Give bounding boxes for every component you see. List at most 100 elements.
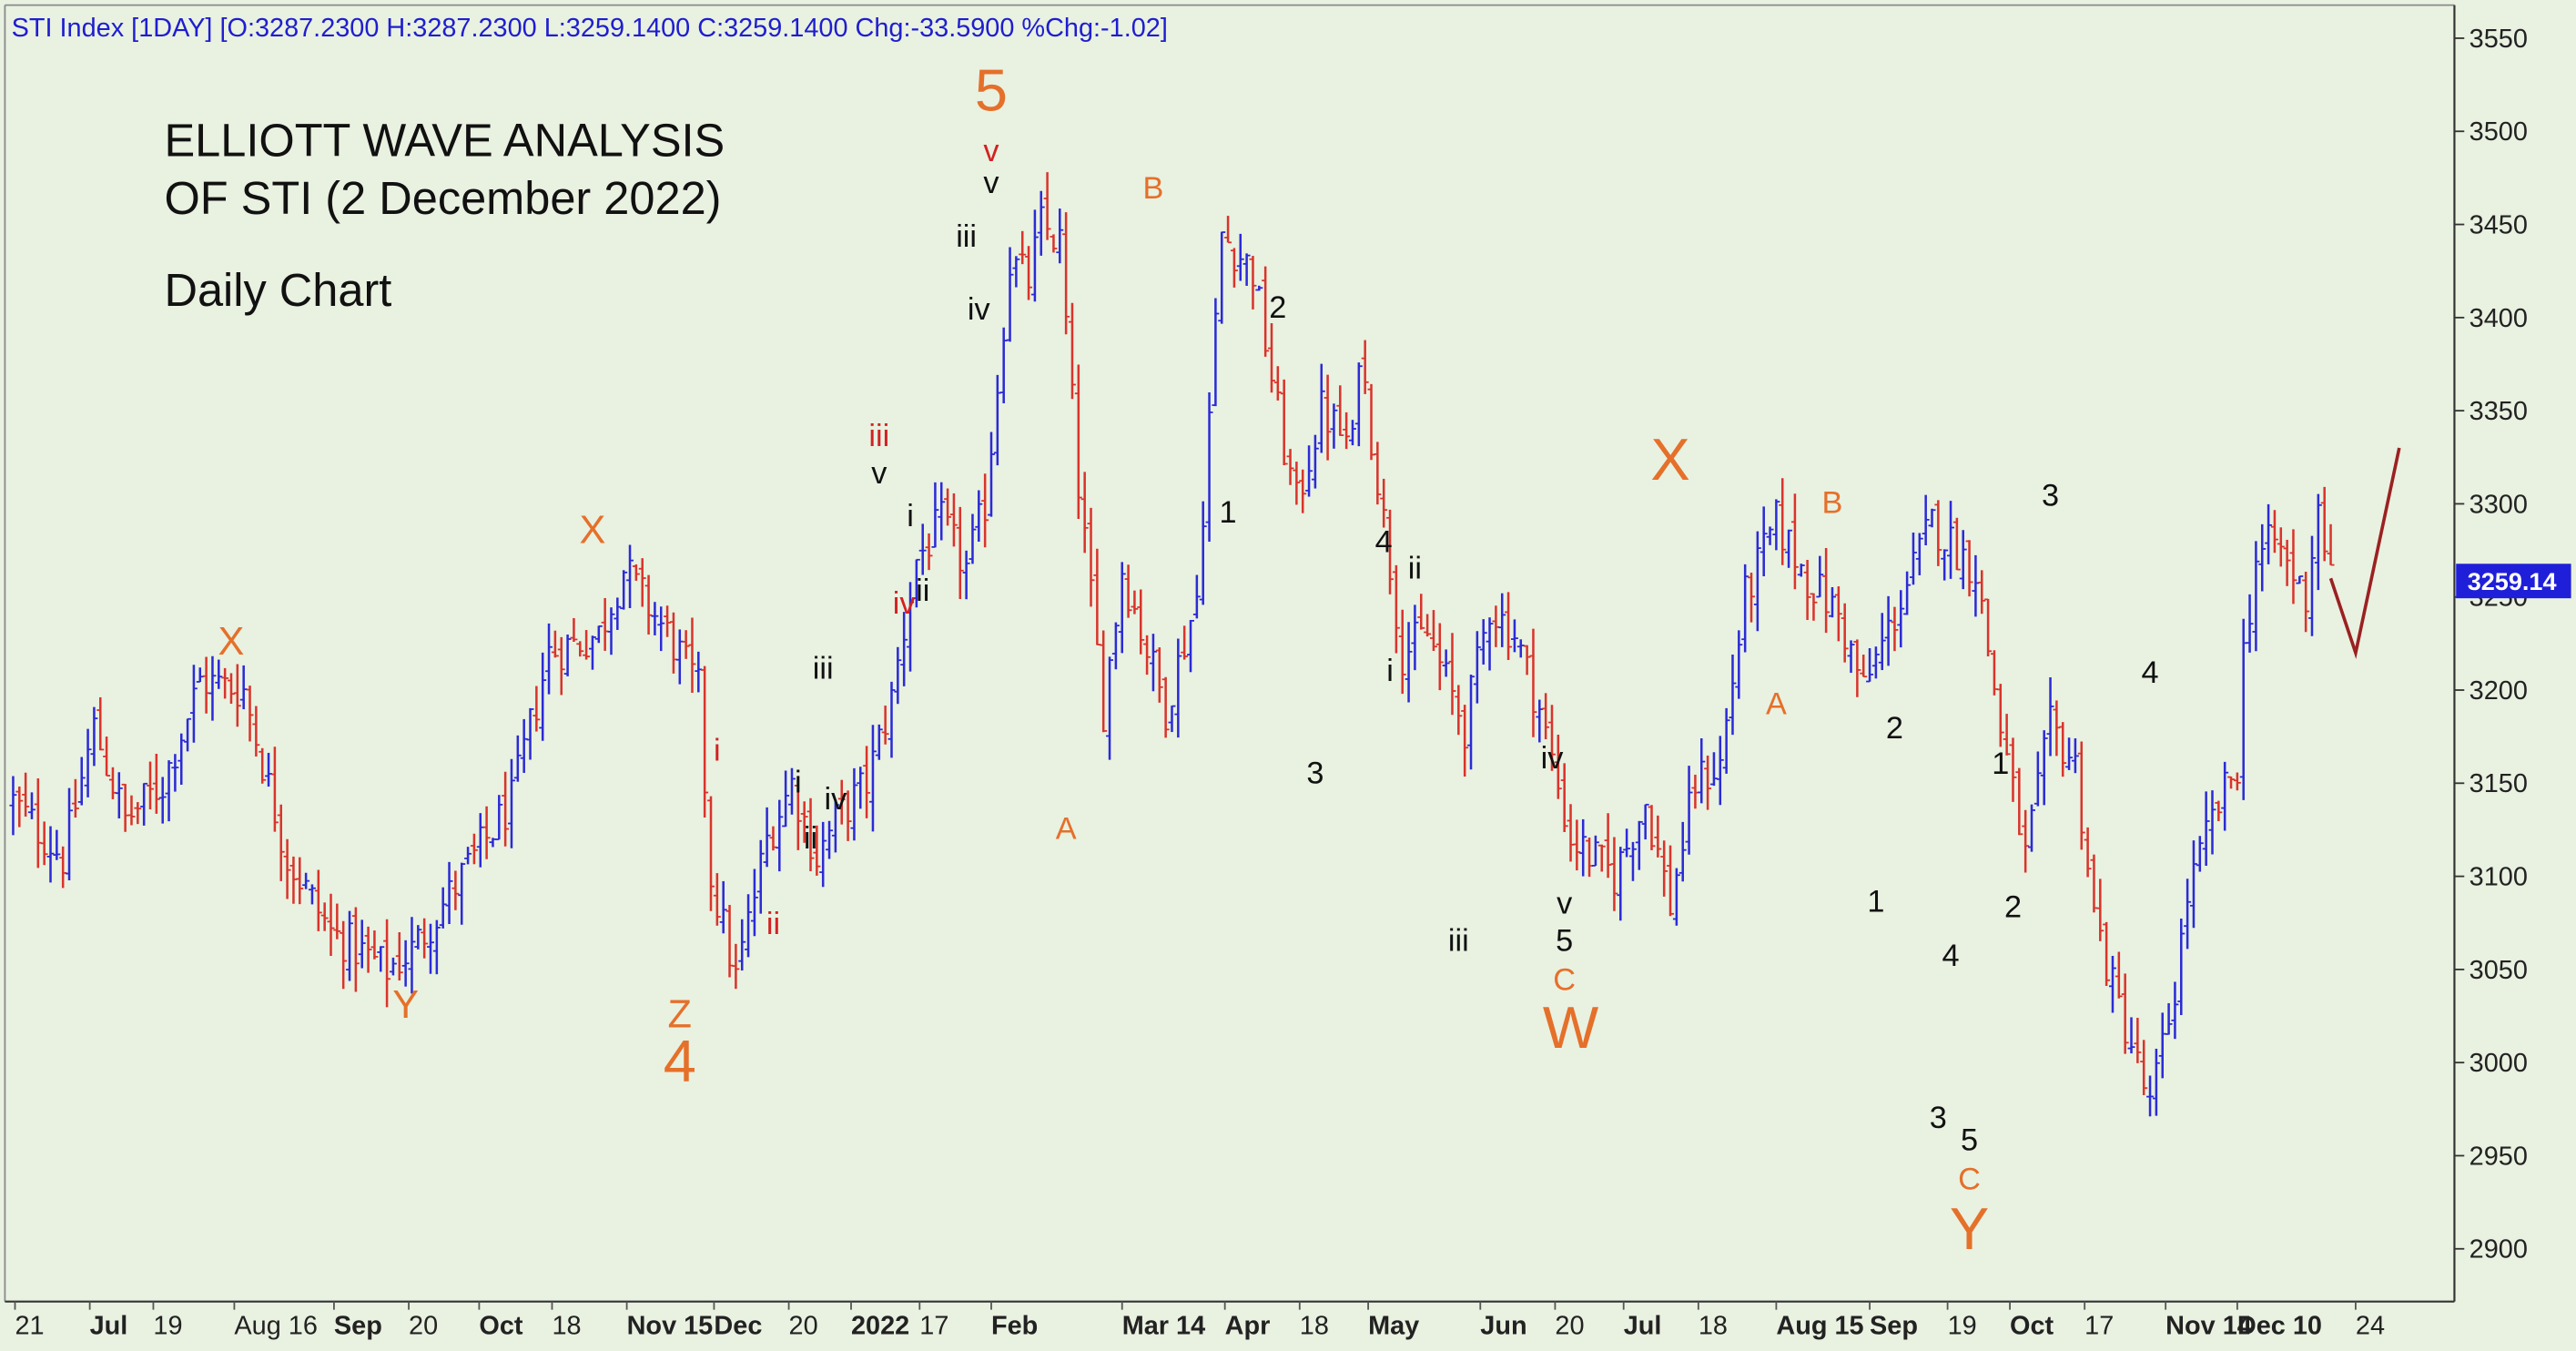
wave-label: i bbox=[1386, 654, 1394, 688]
x-tick-label: 20 bbox=[1555, 1312, 1584, 1341]
wave-label: v bbox=[1557, 887, 1573, 921]
x-tick-label: Jun bbox=[1480, 1312, 1526, 1341]
wave-label: 4 bbox=[664, 1028, 696, 1094]
price-tag-box bbox=[2456, 564, 2571, 599]
wave-label: iii bbox=[868, 419, 889, 453]
y-tick-label: 3550 bbox=[2470, 25, 2528, 54]
x-tick-label: Apr bbox=[1225, 1312, 1271, 1341]
wave-label: X bbox=[218, 620, 245, 664]
wave-label: C bbox=[1958, 1162, 1981, 1196]
y-tick-label: 3300 bbox=[2470, 490, 2528, 519]
wave-label: Z bbox=[668, 992, 692, 1036]
wave-label: i bbox=[714, 734, 721, 768]
x-tick-label: Jul bbox=[90, 1312, 128, 1341]
wave-label: X bbox=[580, 508, 606, 552]
x-tick-label: 17 bbox=[919, 1312, 948, 1341]
y-tick-label: 3050 bbox=[2470, 956, 2528, 985]
wave-label: iv bbox=[1541, 741, 1565, 776]
wave-label: 1 bbox=[1992, 747, 2009, 781]
header-symbol: STI Index bbox=[12, 14, 125, 43]
wave-label: 2 bbox=[2004, 890, 2022, 925]
projection-path bbox=[2328, 447, 2401, 659]
y-tick-label: 3000 bbox=[2470, 1049, 2528, 1078]
wave-label: C bbox=[1553, 962, 1576, 997]
price-tag: 3259.14 bbox=[2456, 564, 2571, 599]
wave-label: W bbox=[1543, 994, 1599, 1061]
wave-label: iii bbox=[1448, 923, 1469, 958]
wave-label: ii bbox=[1408, 551, 1422, 585]
y-tick-label: 2900 bbox=[2470, 1235, 2528, 1265]
wave-label: ii bbox=[804, 821, 817, 856]
header-period: [1DAY] bbox=[131, 14, 212, 43]
x-tick-label: Nov 15 bbox=[627, 1312, 714, 1341]
wave-label: v bbox=[871, 456, 887, 491]
wave-label: X bbox=[1650, 426, 1689, 493]
wave-label: 1 bbox=[1867, 884, 1884, 919]
x-tick-label: 18 bbox=[552, 1312, 581, 1341]
x-tick-label: 17 bbox=[2084, 1312, 2114, 1341]
x-tick-label: 2022 bbox=[851, 1312, 909, 1341]
x-tick-label: 18 bbox=[1699, 1312, 1728, 1341]
x-tick-label: Sep bbox=[1870, 1312, 1918, 1341]
x-tick-label: Sep bbox=[334, 1312, 382, 1341]
plot-frame bbox=[4, 4, 2456, 1303]
wave-label: iii bbox=[956, 219, 977, 254]
wave-label: iv bbox=[893, 586, 917, 621]
wave-label: B bbox=[1143, 171, 1164, 206]
title-line-3: Daily Chart bbox=[164, 264, 391, 316]
wave-label: i bbox=[907, 499, 914, 533]
y-tick-label: 3450 bbox=[2470, 210, 2528, 239]
wave-label: iv bbox=[825, 782, 848, 817]
wave-label: A bbox=[1056, 812, 1077, 847]
wave-label: A bbox=[1766, 687, 1787, 722]
y-tick-label: 3400 bbox=[2470, 304, 2528, 333]
header-ohlc: [O:3287.2300 H:3287.2300 L:3259.1400 C:3… bbox=[220, 14, 1168, 43]
x-tick-label: 24 bbox=[2356, 1312, 2385, 1341]
y-tick-label: 3150 bbox=[2470, 769, 2528, 798]
wave-label: 3 bbox=[1930, 1101, 1947, 1135]
x-tick-label: May bbox=[1368, 1312, 1419, 1341]
x-tick-label: Aug 16 bbox=[234, 1312, 317, 1341]
x-tick-label: 18 bbox=[1300, 1312, 1329, 1341]
y-tick-label: 3200 bbox=[2470, 676, 2528, 706]
x-tick-label: Oct bbox=[479, 1312, 522, 1341]
x-tick-label: Dec bbox=[714, 1312, 762, 1341]
price-bars bbox=[9, 172, 2335, 1117]
title-line-1: ELLIOTT WAVE ANALYSIS bbox=[164, 115, 725, 167]
wave-label: 2 bbox=[1886, 711, 1903, 746]
wave-label: 4 bbox=[1375, 525, 1393, 560]
wave-label: ii bbox=[916, 574, 929, 608]
chart-header: STI Index [1DAY] [O:3287.2300 H:3287.230… bbox=[12, 14, 1168, 43]
x-tick-label: 20 bbox=[789, 1312, 818, 1341]
wave-label: iii bbox=[813, 652, 834, 686]
x-tick-label: 21 bbox=[15, 1312, 44, 1341]
x-tick-label: Mar 14 bbox=[1122, 1312, 1205, 1341]
x-tick-label: Nov 14 bbox=[2165, 1312, 2252, 1341]
x-axis: 21 Jul 19 Aug 16 Sep 20 Oct 18 Nov 15 Dec 20 2022 17… bbox=[14, 1301, 2385, 1341]
wave-label: v bbox=[983, 134, 999, 168]
y-tick-label: 2950 bbox=[2470, 1142, 2528, 1171]
wave-label: 4 bbox=[2142, 655, 2159, 690]
wave-label: Y bbox=[1950, 1195, 1989, 1262]
wave-label: 2 bbox=[1269, 290, 1286, 325]
wave-label: Y bbox=[392, 983, 419, 1027]
wave-label: 5 bbox=[1961, 1122, 1978, 1157]
x-tick-label: 19 bbox=[1948, 1312, 1977, 1341]
wave-label: 1 bbox=[1220, 495, 1237, 530]
wave-label: i bbox=[795, 766, 802, 800]
wave-label: B bbox=[1822, 486, 1843, 521]
x-tick-label: Aug 15 bbox=[1776, 1312, 1863, 1341]
wave-label: 5 bbox=[975, 57, 1008, 124]
title-line-2: OF STI (2 December 2022) bbox=[164, 172, 721, 224]
wave-label: iv bbox=[968, 292, 991, 327]
y-tick-label: 3100 bbox=[2470, 863, 2528, 892]
wave-label: ii bbox=[766, 907, 780, 941]
y-tick-label: 3350 bbox=[2470, 397, 2528, 426]
x-tick-label: Oct bbox=[2010, 1312, 2054, 1341]
x-tick-label: 19 bbox=[153, 1312, 182, 1341]
wave-label: 3 bbox=[1306, 756, 1323, 790]
price-tag-label: 3259.14 bbox=[2468, 567, 2557, 595]
